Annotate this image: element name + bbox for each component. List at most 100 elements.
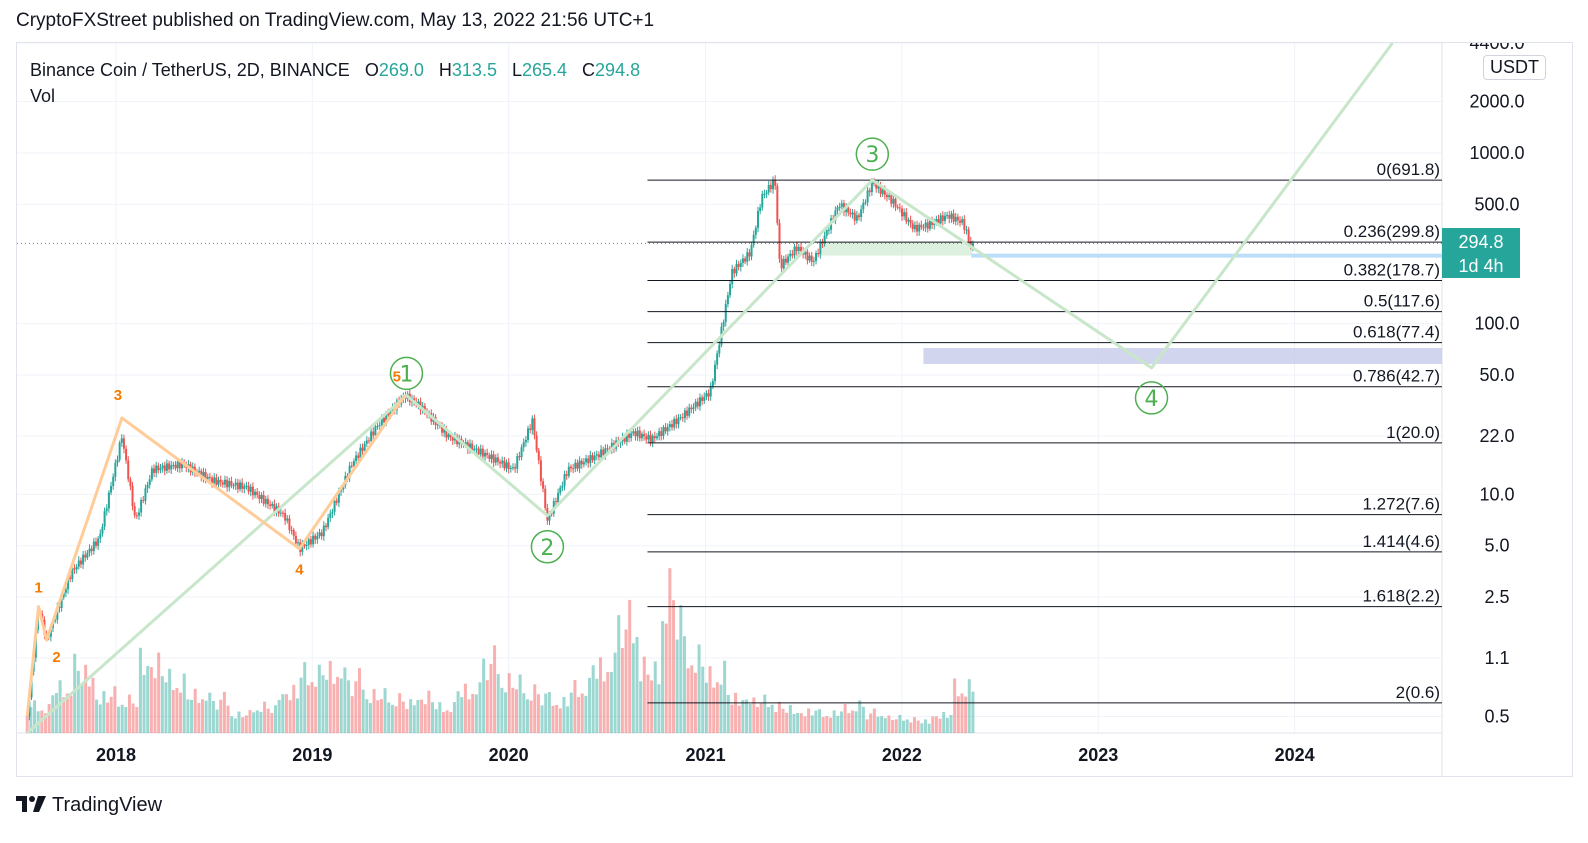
candle-body [112, 476, 115, 487]
candle-body [952, 213, 955, 222]
candle-body [322, 525, 325, 537]
candle-body [765, 192, 768, 194]
candle-body [146, 484, 149, 489]
legend-open-value: 269.0 [378, 60, 424, 80]
volume-bar [661, 621, 665, 733]
fib-level-label: 1(20.0) [1386, 423, 1440, 442]
candle-body [359, 447, 362, 458]
volume-bar [953, 678, 957, 733]
volume-bar [573, 679, 577, 733]
candle-body [378, 424, 381, 426]
volume-bar [971, 691, 975, 733]
chart-frame[interactable]: 0(691.8) 0.236(299.8) 0.382(178.7) 0.5(117.… [16, 42, 1573, 777]
candle-body [655, 436, 658, 439]
candle-body [774, 179, 777, 186]
volume-bar [566, 706, 570, 733]
volume-bar [810, 715, 814, 733]
candle-body [137, 512, 140, 516]
tradingview-footer[interactable]: TradingView [16, 792, 162, 818]
volume-bar [54, 693, 58, 733]
volume-bar [609, 671, 613, 733]
candle-body [913, 224, 916, 230]
candle-body [155, 465, 158, 473]
candle-body [808, 255, 811, 261]
candle-body [236, 482, 239, 490]
volume-bar [336, 676, 340, 733]
candle-body [531, 418, 534, 430]
candle-body [860, 209, 863, 218]
candle-body [352, 460, 355, 466]
volume-bar [153, 678, 157, 733]
candle-body [230, 480, 233, 486]
volume-bar [146, 665, 150, 733]
primary-wave-label: 4 [1145, 387, 1159, 412]
legend-symbol[interactable]: Binance Coin / TetherUS, 2D, BINANCE [30, 60, 350, 80]
candle-body [221, 482, 224, 485]
fib-level-label: 0.236(299.8) [1344, 222, 1440, 241]
volume-bar [135, 707, 139, 733]
volume-bar [938, 718, 942, 733]
candle-body [417, 401, 420, 406]
volume-bar [734, 692, 738, 733]
fib-level-label: 2(0.6) [1396, 683, 1440, 702]
volume-bar [270, 713, 274, 733]
volume-bar [829, 717, 833, 733]
volume-bar [540, 705, 544, 733]
volume-bar [839, 711, 843, 733]
candle-body [756, 210, 759, 228]
currency-unit-button[interactable]: USDT [1483, 55, 1546, 80]
volume-bar [701, 666, 705, 733]
candle-body [636, 430, 639, 437]
candle-body [217, 479, 220, 485]
candle-body [885, 194, 888, 198]
chart-canvas[interactable]: 0(691.8) 0.236(299.8) 0.382(178.7) 0.5(117.… [17, 43, 1573, 777]
candle-body [625, 433, 628, 442]
candle-body [269, 504, 272, 506]
volume-bar [76, 670, 80, 733]
candle-body [464, 442, 467, 445]
candle-body [376, 425, 379, 427]
candle-body [357, 455, 360, 458]
candle-body [877, 184, 880, 189]
candle-body [279, 512, 282, 514]
volume-bar [945, 717, 949, 733]
candle-body [234, 482, 237, 486]
volume-bar [463, 683, 467, 733]
volume-bar [836, 715, 840, 733]
candle-body [208, 476, 211, 478]
volume-bar [967, 679, 971, 733]
volume-bar [171, 690, 175, 733]
volume-bar [894, 719, 898, 733]
volume-bar [843, 703, 847, 733]
candle-body [327, 517, 330, 528]
volume-bar [317, 664, 321, 733]
candle-body [468, 443, 471, 450]
volume-bar [916, 720, 920, 733]
candle-body [950, 213, 953, 219]
candle-body [716, 353, 719, 365]
volume-bar [624, 629, 628, 733]
volume-bar [752, 697, 756, 733]
candle-body [597, 454, 600, 458]
candle-body [557, 492, 560, 503]
candle-body [178, 461, 181, 469]
volume-bar [577, 697, 581, 733]
volume-bar [29, 706, 33, 733]
candle-body [671, 424, 674, 428]
candle-body [812, 260, 815, 262]
candle-body [591, 455, 594, 461]
legend-volume-label[interactable]: Vol [30, 86, 56, 106]
candle-body [58, 607, 61, 609]
fib-level-label: 0(691.8) [1377, 160, 1440, 179]
volume-bar [690, 665, 694, 733]
candle-body [101, 526, 104, 534]
candle-body [324, 525, 327, 528]
volume-bar [493, 645, 497, 733]
candle-body [94, 541, 97, 546]
candle-body [97, 538, 100, 546]
candle-body [254, 491, 257, 496]
volume-bar [263, 701, 267, 733]
volume-bar [95, 699, 99, 733]
candle-body [486, 452, 489, 456]
volume-bar [635, 636, 639, 733]
